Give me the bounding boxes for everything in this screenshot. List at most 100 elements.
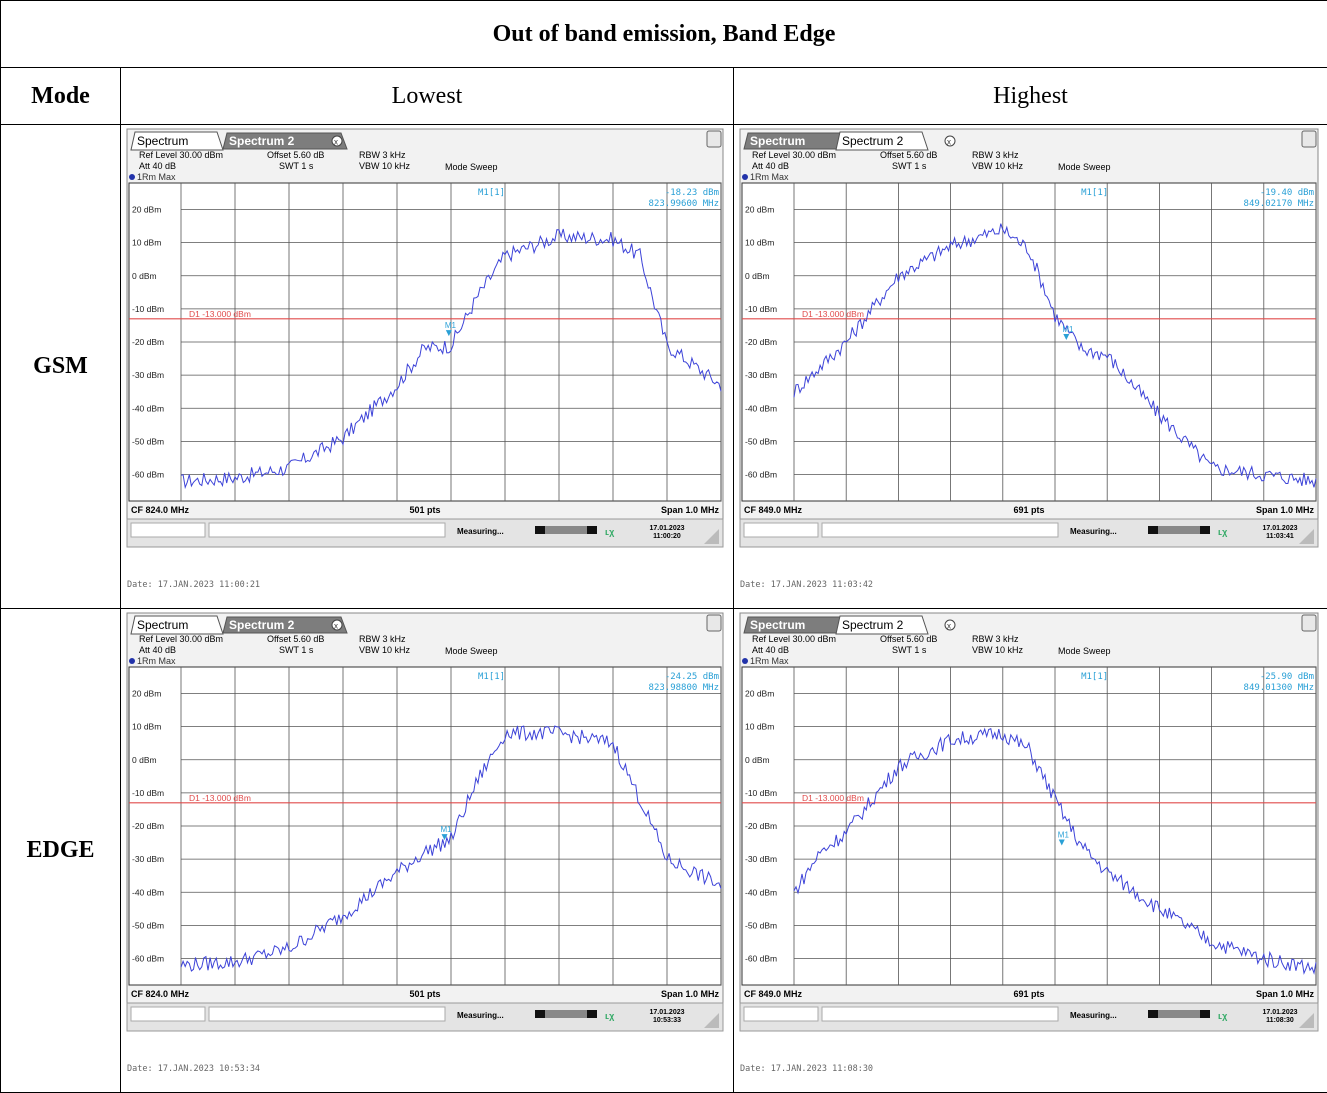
y-tick-label: -40 dBm [132, 887, 164, 897]
trace-label: 1Rm Max [750, 656, 789, 666]
progress-bar [535, 526, 597, 534]
sweep-points: 501 pts [409, 989, 440, 999]
progress-bar-end [1200, 1010, 1210, 1018]
y-tick-label: -60 dBm [132, 470, 164, 480]
y-tick-label: -20 dBm [132, 821, 164, 831]
y-tick-label: -50 dBm [132, 920, 164, 930]
tab-inactive [222, 616, 348, 634]
marker-level: -24.25 dBm [665, 672, 719, 682]
marker-level: -19.40 dBm [1260, 188, 1314, 198]
cell-edge-lowest: Spectrum Spectrum 2 x Ref Level 30.00 dBm Of… [120, 608, 734, 1093]
resize-grip-icon [704, 1013, 719, 1028]
tab-close-icon [944, 135, 956, 147]
row-label-gsm: GSM [0, 124, 121, 609]
y-tick-label: -60 dBm [745, 470, 777, 480]
tab-spectrum-label: Spectrum [750, 134, 805, 148]
y-tick-label: 0 dBm [132, 271, 157, 281]
timestamp-date: 17.01.2023 [1262, 525, 1297, 532]
resize-grip-icon [1299, 1013, 1314, 1028]
y-tick-label: 10 dBm [745, 722, 774, 732]
timestamp-time: 11:08:30 [1266, 1017, 1294, 1024]
tab-close-icon [331, 619, 343, 631]
vbw: VBW 10 kHz [359, 161, 411, 171]
marker-frequency: 823.99600 MHz [649, 199, 719, 209]
y-tick-label: -30 dBm [745, 854, 777, 864]
tab-inactive [222, 132, 348, 150]
row-label-edge: EDGE [0, 608, 121, 1093]
swt: SWT 1 s [892, 645, 927, 655]
screenshot-date: Date: 17.JAN.2023 11:03:42 [740, 580, 873, 590]
tab-spectrum-label: Spectrum [137, 134, 188, 148]
y-tick-label: -50 dBm [745, 920, 777, 930]
marker-m1-icon [1063, 334, 1070, 341]
y-tick-label: 20 dBm [745, 205, 774, 215]
timestamp-date: 17.01.2023 [649, 525, 684, 532]
status-field-1 [130, 1006, 206, 1022]
tab-spectrum2-label: Spectrum 2 [229, 134, 295, 148]
y-tick-label: -60 dBm [132, 954, 164, 964]
rbw: RBW 3 kHz [359, 634, 406, 644]
y-tick-label: -20 dBm [745, 337, 777, 347]
tab-active [835, 615, 929, 635]
status-field-1 [743, 1006, 819, 1022]
progress-bar-end [1200, 526, 1210, 534]
toolbar-menu-icon [706, 130, 722, 148]
spectrum-screenshot-edge-highest: Spectrum Spectrum 2 x Ref Level 30.00 dBm Of… [739, 612, 1319, 1074]
sweep-mode: Mode Sweep [445, 162, 498, 172]
marker-tag: M1 [441, 825, 453, 834]
tab-active [130, 131, 224, 151]
toolbar-menu-icon [1301, 130, 1317, 148]
vbw: VBW 10 kHz [972, 645, 1024, 655]
marker-name: M1[1] [478, 188, 505, 198]
ref-level: Ref Level 30.00 dBm [139, 634, 223, 644]
y-tick-label: -40 dBm [745, 403, 777, 413]
att: Att 40 dB [752, 645, 789, 655]
status-field-1 [743, 522, 819, 538]
spectrum-trace [180, 725, 722, 972]
marker-name: M1[1] [1081, 672, 1108, 682]
y-tick-label: -30 dBm [132, 854, 164, 864]
status-measuring: Measuring... [1070, 1011, 1117, 1020]
ref-level: Ref Level 30.00 dBm [139, 150, 223, 160]
y-tick-label: -10 dBm [745, 304, 777, 314]
tab-close-icon [944, 619, 956, 631]
y-tick-label: -10 dBm [132, 304, 164, 314]
cell-gsm-lowest: Spectrum Spectrum 2 x Ref Level 30.00 dBm Of… [120, 124, 734, 609]
status-measuring: Measuring... [457, 527, 504, 536]
tab-close-glyph: x [334, 138, 338, 147]
ref-level: Ref Level 30.00 dBm [752, 150, 836, 160]
sweep-mode: Mode Sweep [445, 646, 498, 656]
center-frequency: CF 824.0 MHz [131, 989, 190, 999]
screenshot-date: Date: 17.JAN.2023 11:00:21 [127, 580, 260, 590]
marker-frequency: 823.98800 MHz [649, 683, 719, 693]
header-highest: Highest [732, 67, 1327, 125]
y-tick-label: 10 dBm [132, 238, 161, 248]
ref-level: Ref Level 30.00 dBm [752, 634, 836, 644]
att: Att 40 dB [139, 645, 176, 655]
rbw: RBW 3 kHz [972, 150, 1019, 160]
marker-m1-icon [1058, 839, 1065, 846]
center-frequency: CF 849.0 MHz [744, 989, 803, 999]
limit-label: D1 -13.000 dBm [189, 793, 251, 803]
frequency-span: Span 1.0 MHz [661, 505, 720, 515]
sweep-mode: Mode Sweep [1058, 646, 1111, 656]
trace-indicator-icon [742, 174, 748, 180]
swt: SWT 1 s [279, 645, 314, 655]
y-tick-label: 0 dBm [745, 271, 770, 281]
trace-label: 1Rm Max [750, 172, 789, 182]
timestamp-date: 17.01.2023 [649, 1009, 684, 1016]
progress-bar [535, 1010, 597, 1018]
y-tick-label: -60 dBm [745, 954, 777, 964]
spectrum-screenshot-gsm-highest: Spectrum Spectrum 2 x Ref Level 30.00 dBm Of… [739, 128, 1319, 590]
vbw: VBW 10 kHz [359, 645, 411, 655]
toolbar-menu-icon [1301, 614, 1317, 632]
lxi-icon: ʟχ [605, 1011, 615, 1021]
rbw: RBW 3 kHz [972, 634, 1019, 644]
vbw: VBW 10 kHz [972, 161, 1024, 171]
progress-bar-fill [1148, 526, 1158, 534]
center-frequency: CF 849.0 MHz [744, 505, 803, 515]
status-field-1 [130, 522, 206, 538]
y-tick-label: 20 dBm [745, 689, 774, 699]
y-tick-label: -20 dBm [132, 337, 164, 347]
